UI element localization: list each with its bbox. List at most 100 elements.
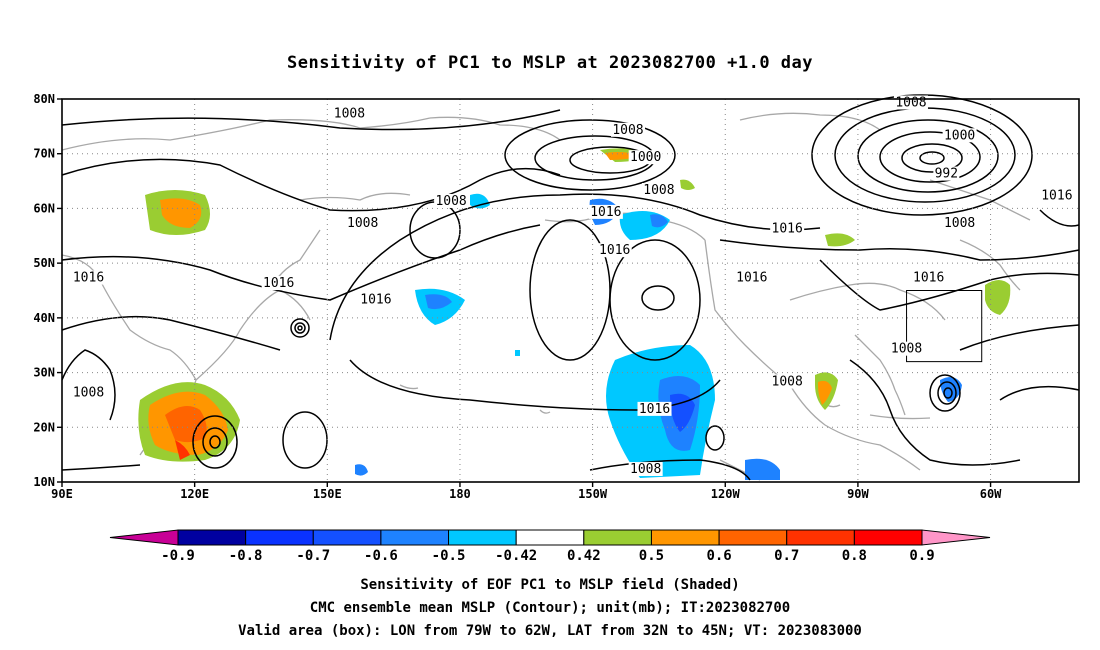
contour-label: 1016 — [1041, 188, 1072, 203]
map-panel: 1008 1008 1000 1008 1008 1008 1016 1016 1016 1008… — [33, 92, 1080, 501]
contour-label-bg — [628, 150, 663, 165]
contour-label: 1008 — [895, 95, 926, 110]
contour-label: 1016 — [73, 271, 104, 286]
colorbar-swatch — [177, 529, 247, 546]
colorbar-tick-label: 0.42 — [567, 548, 601, 564]
colorbar-swatch — [380, 529, 450, 546]
colorbar-tick-label: 0.6 — [706, 548, 731, 564]
contour-label: 1016 — [772, 221, 803, 236]
y-tick-label: 40N — [33, 311, 55, 325]
contour-label-bg — [358, 292, 393, 307]
contour-label: 992 — [935, 167, 958, 182]
footer-line-1: Sensitivity of EOF PC1 to MSLP field (Sh… — [360, 577, 739, 593]
colorbar-swatch — [245, 529, 314, 546]
x-tick-label: 120E — [180, 487, 209, 501]
colorbar-swatch — [583, 529, 652, 546]
map-frame — [61, 98, 1080, 483]
contour-label: 1008 — [891, 342, 922, 357]
colorbar-tick-label: 0.8 — [842, 548, 867, 564]
contour-label: 1008 — [630, 462, 661, 477]
y-tick-label: 30N — [33, 366, 55, 380]
y-tick-label: 80N — [33, 92, 55, 106]
colorbar-tick-label: -0.6 — [364, 548, 398, 564]
contour-label: 1008 — [643, 183, 674, 198]
contour-label-bg — [770, 374, 805, 389]
contour-label-bg — [597, 243, 632, 258]
contour-label-bg — [345, 215, 380, 230]
contour-label-bg — [942, 128, 977, 143]
colorbar-tick-label: -0.9 — [161, 548, 195, 564]
contour-label: 1016 — [599, 243, 630, 258]
y-tick-label: 50N — [33, 256, 55, 270]
contour-label: 1008 — [612, 123, 643, 138]
x-tick-label: 90W — [847, 487, 869, 501]
latitude-labels: 10N 20N 30N 40N 50N 60N 70N 80N — [33, 92, 62, 489]
contour-label: 1000 — [944, 128, 975, 143]
y-tick-label: 20N — [33, 420, 55, 434]
contour-label-bg — [933, 166, 960, 181]
colorbar-swatch — [650, 529, 720, 546]
colorbar-tick-label: 0.9 — [909, 548, 934, 564]
contour-labels: 1008 1008 1000 1008 1008 1008 1016 1016 1016 1008… — [71, 95, 1074, 477]
colorbar-swatch — [448, 529, 517, 546]
y-tick-label: 60N — [33, 201, 55, 215]
footer-line-2: CMC ensemble mean MSLP (Contour); unit(m… — [310, 600, 790, 616]
x-tick-label: 180 — [449, 487, 471, 501]
colorbar-tick-label: -0.42 — [495, 548, 537, 564]
contour-label: 1016 — [360, 292, 391, 307]
contour-label-bg — [261, 276, 296, 291]
colorbar-swatch — [786, 529, 855, 546]
coastlines — [61, 112, 1031, 481]
x-tick-label: 150E — [313, 487, 342, 501]
y-tick-label: 70N — [33, 147, 55, 161]
colorbar-tick-label: 0.7 — [774, 548, 799, 564]
contour-label-bg — [628, 462, 663, 477]
contour-label-bg — [588, 204, 623, 219]
contour-label-bg — [610, 122, 645, 137]
contour-label-bg — [71, 385, 106, 400]
colorbar-tick-label: 0.5 — [639, 548, 664, 564]
colorbar-swatch — [718, 529, 788, 546]
colorbar-tick-label: -0.5 — [432, 548, 466, 564]
y-tick-label: 10N — [33, 475, 55, 489]
contour-label: 1008 — [435, 194, 466, 209]
footer-line-3: Valid area (box): LON from 79W to 62W, L… — [238, 623, 862, 639]
contour-label-bg — [942, 215, 977, 230]
contour-label-bg — [637, 401, 672, 416]
contour-label: 1008 — [944, 216, 975, 231]
sensitivity-shading — [138, 148, 1011, 480]
colorbar-swatch — [515, 529, 585, 546]
contour-label-bg — [1039, 188, 1074, 203]
contour-label: 1016 — [590, 205, 621, 220]
contour-label-bg — [71, 270, 106, 285]
contour-label-bg — [734, 270, 769, 285]
contour-label: 1016 — [639, 402, 670, 417]
x-tick-label: 150W — [578, 487, 608, 501]
contour-label-bg — [770, 221, 805, 236]
contour-label: 1008 — [73, 385, 104, 400]
x-tick-label: 90E — [51, 487, 73, 501]
colorbar-tick-label: -0.8 — [229, 548, 263, 564]
contour-label: 1008 — [347, 216, 378, 231]
x-tick-label: 120W — [711, 487, 741, 501]
contour-label-bg — [641, 183, 676, 198]
colorbar-swatch — [312, 529, 382, 546]
colorbar-high-arrow — [921, 529, 991, 546]
contour-label-bg — [332, 106, 367, 121]
contour-label-bg — [911, 270, 946, 285]
longitude-labels: 90E 120E 150E 180 150W 120W 90W 60W — [51, 482, 1002, 501]
valid-area-box — [906, 290, 983, 363]
colorbar-swatch — [853, 529, 923, 546]
contour-label: 1008 — [772, 375, 803, 390]
contour-label: 1016 — [913, 271, 944, 286]
colorbar: -0.9 -0.8 -0.7 -0.6 -0.5 -0.42 0.42 0.5 0.6 0.7 0.… — [109, 529, 991, 564]
contour-label: 1016 — [736, 271, 767, 286]
colorbar-low-arrow — [109, 529, 179, 546]
contour-label: 1016 — [263, 276, 294, 291]
chart-title: Sensitivity of PC1 to MSLP at 2023082700… — [287, 53, 813, 73]
contour-label: 1000 — [630, 150, 661, 165]
contour-label-bg — [434, 193, 469, 208]
colorbar-tick-label: -0.7 — [296, 548, 330, 564]
x-tick-label: 60W — [980, 487, 1002, 501]
